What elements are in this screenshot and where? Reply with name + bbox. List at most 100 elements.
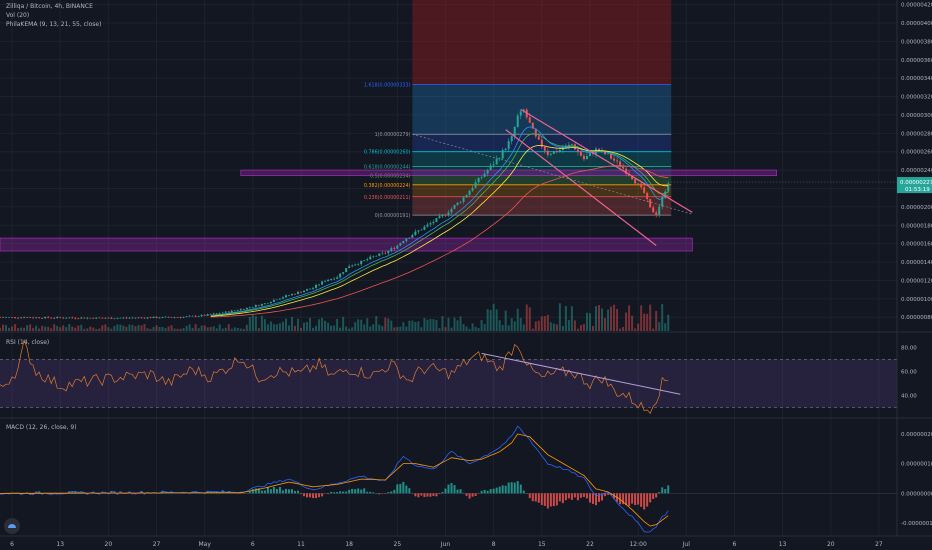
macd-histogram-bar [408, 488, 411, 494]
candle-body [450, 208, 453, 213]
volume-bar [149, 328, 152, 331]
volume-bar [170, 325, 173, 331]
macd-histogram-bar [281, 490, 284, 494]
volume-bar [50, 328, 53, 331]
volume-bar [531, 328, 534, 331]
supply-demand-zones[interactable] [0, 169, 777, 252]
tradingview-logo-icon[interactable] [4, 518, 20, 534]
candle-body [20, 317, 23, 319]
macd-histogram-bar [278, 486, 281, 494]
volume-bar [218, 324, 221, 331]
time-axis-label: 27 [875, 541, 883, 548]
volume-bar [658, 322, 661, 331]
volume-bar [375, 316, 378, 331]
volume-bar [254, 316, 257, 331]
candle-body [212, 313, 215, 315]
volume-bar [122, 325, 125, 331]
trendlines[interactable] [412, 108, 693, 246]
macd-histogram-bar [396, 484, 399, 494]
macd-histogram-bar [384, 493, 387, 494]
rsi-trendline [481, 352, 681, 395]
fibonacci-retracement[interactable]: 0(0.00000191) 0.236(0.00000211) 0.382(0.00… [364, 0, 672, 219]
chart-title[interactable]: Zilliqa / Bitcoin, 4h, BINANCE [6, 3, 93, 10]
macd-histogram-bar [92, 491, 95, 494]
macd-legend[interactable]: MACD (12, 26, close, 9) [6, 424, 77, 431]
candle-body [98, 317, 101, 319]
fib-level-label: 0.618(0.00000244) [364, 164, 411, 170]
volume-bar [607, 309, 610, 331]
macd-histogram-bar [456, 489, 459, 494]
candle-body [396, 245, 399, 249]
price-axis-background [897, 0, 932, 550]
candle-body [101, 317, 104, 319]
time-axis-label: 18 [345, 541, 353, 548]
macd-histogram-bar [558, 493, 561, 502]
volume-bar [408, 320, 411, 331]
macd-histogram-bar [540, 493, 543, 505]
candle-body [293, 293, 296, 295]
volume-bar [561, 325, 564, 331]
volume-bar [284, 318, 287, 331]
volume-bar [610, 306, 613, 331]
macd-histogram-bar [444, 488, 447, 494]
volume-bar [414, 321, 417, 331]
volume-bar [176, 328, 179, 331]
candle-body [501, 149, 504, 159]
volume-bar [191, 327, 194, 331]
candle-body [507, 141, 510, 149]
candle-body [296, 291, 299, 295]
candle-body [170, 317, 173, 318]
price-axis-label: 0.00000100 [901, 297, 932, 303]
candle-body [429, 223, 432, 225]
volume-bar [257, 328, 260, 331]
volume-bar [318, 319, 321, 331]
ema-legend[interactable]: PhilaKEMA (9, 13, 21, 55, close) [6, 21, 102, 28]
candle-body [128, 317, 131, 319]
macd-histogram-bar [221, 490, 224, 494]
volume-bar [594, 306, 597, 331]
price-axis-label: 0.00000360 [901, 58, 932, 64]
candle-body [218, 313, 221, 314]
volume-bar [47, 326, 50, 331]
macd-histogram-bar [459, 489, 462, 494]
candle-body [408, 237, 411, 239]
candle-body [426, 224, 429, 227]
volume-bar [564, 306, 567, 331]
candle-body [300, 291, 303, 293]
macd-histogram-bar [504, 485, 507, 494]
candle-body [489, 165, 492, 171]
volume-bar [598, 305, 601, 331]
candle-body [354, 264, 357, 266]
macd-histogram-bar [492, 488, 495, 494]
volume-bar [327, 322, 330, 331]
candle-body [188, 315, 191, 317]
rsi-legend[interactable]: RSI (14, close) [6, 339, 50, 346]
volume-legend[interactable]: Vol (20) [6, 12, 30, 19]
macd-histogram-bar [450, 483, 453, 494]
candle-body [324, 281, 327, 282]
volume-bar [287, 325, 290, 331]
volume-bar [516, 308, 519, 331]
candle-body [658, 206, 661, 216]
macd-histogram-bar [631, 493, 634, 504]
macd-histogram-bar [561, 493, 564, 504]
macd-histogram-bar [447, 484, 450, 494]
candle-body [224, 311, 227, 313]
macd-histogram-bar [534, 493, 537, 502]
candle-body [477, 177, 480, 183]
volume-bar [378, 324, 381, 331]
candle-body [585, 156, 588, 160]
time-axis-label: 27 [153, 541, 161, 548]
macd-histogram-bar [417, 493, 420, 498]
macd-axis-label: 0.00000020 [901, 432, 932, 438]
candle-body [80, 317, 83, 319]
rsi-line [0, 338, 669, 414]
macd-histogram-bar [570, 493, 573, 500]
candle-body [140, 317, 143, 319]
fib-level-label: 0(0.00000191) [375, 213, 411, 219]
volume-bar [604, 317, 607, 331]
volume-bar [507, 325, 510, 331]
price-axis-label: 0.00000200 [901, 205, 932, 211]
